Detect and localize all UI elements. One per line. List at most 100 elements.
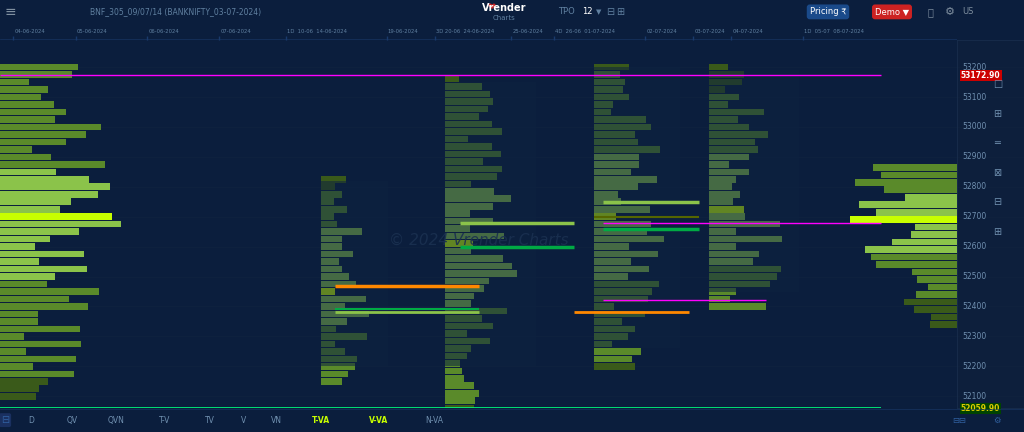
Text: 53200: 53200	[963, 63, 987, 72]
Bar	[445, 106, 488, 112]
Bar	[876, 209, 957, 216]
Bar	[709, 161, 729, 168]
Bar	[321, 340, 335, 347]
Bar	[445, 210, 470, 217]
Text: 04-07-2024: 04-07-2024	[732, 29, 763, 35]
Bar	[876, 261, 957, 268]
Bar	[0, 221, 121, 228]
Bar	[445, 181, 471, 187]
Bar	[445, 285, 484, 292]
Bar	[0, 363, 33, 370]
Bar	[445, 405, 474, 412]
Bar	[445, 83, 482, 90]
Bar	[709, 124, 750, 130]
Bar	[0, 318, 38, 325]
Bar	[0, 236, 50, 242]
Text: 3D 20-06  24-06-2024: 3D 20-06 24-06-2024	[435, 29, 494, 35]
Bar	[445, 255, 503, 262]
Text: TPO: TPO	[558, 7, 574, 16]
Bar	[709, 64, 728, 70]
Bar	[594, 273, 628, 280]
Text: 🔔: 🔔	[927, 7, 933, 17]
Bar	[0, 258, 39, 265]
Bar	[445, 128, 502, 135]
Text: ═: ═	[994, 138, 1000, 148]
Bar	[709, 191, 739, 197]
Bar	[0, 146, 32, 152]
Text: ⊞: ⊞	[993, 226, 1001, 237]
Bar	[709, 131, 768, 138]
Bar	[321, 318, 347, 325]
Text: 52500: 52500	[963, 272, 987, 281]
Text: Pricing ₹: Pricing ₹	[810, 7, 846, 16]
Bar	[445, 390, 479, 397]
Bar	[321, 288, 335, 295]
Bar	[594, 86, 623, 93]
Bar	[445, 226, 470, 232]
Bar	[321, 236, 342, 242]
Bar	[594, 94, 629, 100]
Text: US: US	[963, 7, 974, 16]
Bar	[445, 121, 492, 127]
Bar	[0, 303, 88, 310]
Bar	[594, 131, 635, 138]
Bar	[871, 254, 957, 260]
Text: 53000: 53000	[963, 122, 987, 131]
Bar	[594, 161, 639, 168]
Bar	[445, 308, 507, 314]
Bar	[321, 229, 361, 235]
Bar	[0, 296, 69, 302]
Bar	[321, 333, 368, 340]
Bar	[594, 296, 648, 302]
Bar	[445, 151, 501, 157]
Bar	[0, 109, 66, 115]
Text: TV: TV	[205, 416, 215, 425]
Bar	[321, 348, 345, 355]
Bar	[594, 356, 632, 362]
Bar	[594, 176, 656, 183]
Bar	[0, 168, 55, 175]
Bar	[321, 378, 342, 384]
Text: 52300: 52300	[963, 332, 987, 341]
Text: 52600: 52600	[963, 242, 987, 251]
Bar	[445, 300, 471, 307]
Bar	[709, 288, 736, 295]
Bar	[914, 306, 957, 313]
Text: 05-06-2024: 05-06-2024	[77, 29, 108, 35]
Bar	[709, 146, 758, 152]
Bar	[0, 86, 47, 93]
Bar	[0, 139, 66, 145]
Text: ⊟⊟: ⊟⊟	[952, 416, 967, 425]
Text: 1D  10-06  14-06-2024: 1D 10-06 14-06-2024	[287, 29, 347, 35]
Bar	[445, 188, 495, 194]
Bar	[0, 191, 98, 197]
Bar	[709, 221, 780, 228]
Text: N-VA: N-VA	[425, 416, 443, 425]
Bar	[709, 303, 766, 310]
Bar	[321, 311, 369, 317]
Bar	[594, 363, 635, 370]
Bar	[445, 293, 474, 299]
Bar	[594, 348, 641, 355]
Bar	[594, 168, 632, 175]
Bar	[709, 206, 744, 213]
Text: 19-06-2024: 19-06-2024	[388, 29, 419, 35]
Bar	[709, 229, 736, 235]
Bar	[594, 116, 646, 123]
Bar	[930, 321, 957, 328]
Bar	[321, 206, 347, 213]
Bar	[0, 340, 81, 347]
Bar	[445, 337, 490, 344]
Bar	[0, 371, 74, 377]
Bar	[709, 258, 753, 265]
Text: 52400: 52400	[963, 302, 987, 311]
Bar	[445, 360, 460, 367]
Text: QVN: QVN	[108, 416, 124, 425]
Bar	[0, 281, 47, 287]
Bar	[445, 278, 489, 284]
Bar	[594, 243, 629, 250]
Bar	[0, 198, 71, 205]
Bar	[0, 206, 59, 213]
Bar	[321, 326, 336, 332]
Bar	[709, 79, 742, 86]
